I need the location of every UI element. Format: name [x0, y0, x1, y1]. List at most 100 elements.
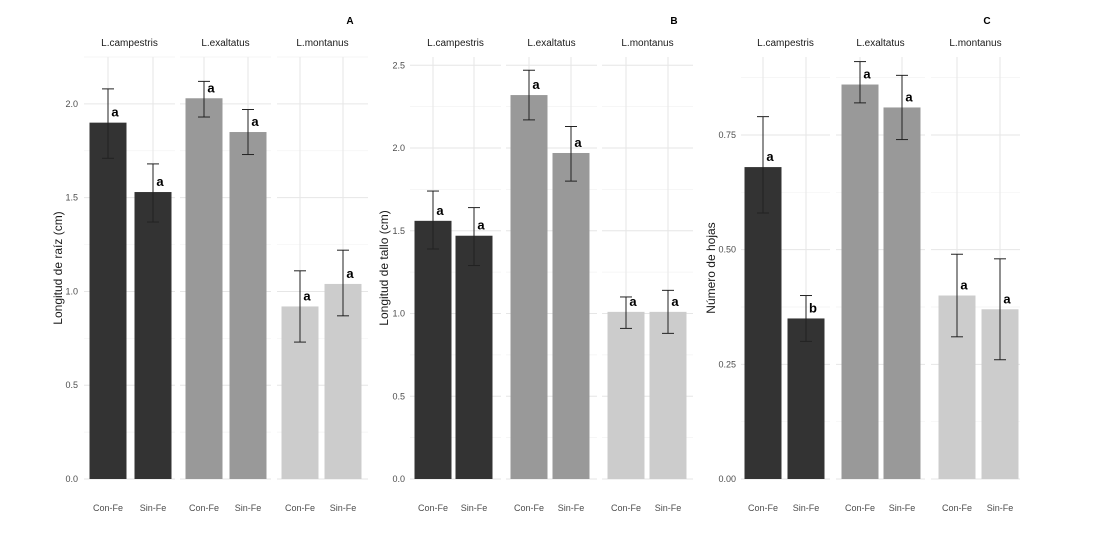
- bar-campestris-Sin-Fe: [455, 235, 493, 479]
- facet-label: L.exaltatus: [201, 38, 249, 49]
- significance-label: a: [477, 218, 485, 233]
- bar-exaltatus-Con-Fe: [510, 95, 548, 479]
- significance-label: a: [156, 174, 164, 189]
- x-tick-label: Sin-Fe: [140, 503, 167, 513]
- y-tick-label: 2.0: [65, 99, 78, 109]
- bar-campestris-Con-Fe: [414, 220, 452, 479]
- x-tick-label: Con-Fe: [93, 503, 123, 513]
- y-tick-label: 1.0: [65, 286, 78, 296]
- error-bar: [757, 116, 769, 214]
- error-bar: [242, 109, 254, 156]
- x-tick-label: Con-Fe: [514, 503, 544, 513]
- y-tick-label: 0.75: [718, 130, 736, 140]
- y-tick-label: 0.25: [718, 359, 736, 369]
- error-bar: [565, 126, 577, 182]
- error-bar: [800, 295, 812, 342]
- facet-label: L.montanus: [621, 38, 673, 49]
- x-tick-label: Con-Fe: [611, 503, 641, 513]
- significance-label: a: [905, 89, 913, 104]
- x-tick-label: Con-Fe: [189, 503, 219, 513]
- bar-campestris-Sin-Fe: [787, 318, 825, 479]
- x-tick-label: Sin-Fe: [987, 503, 1014, 513]
- y-tick-label: 0.5: [65, 380, 78, 390]
- error-bar: [468, 207, 480, 267]
- error-bar: [102, 88, 114, 159]
- y-tick-label: 0.5: [392, 391, 405, 401]
- error-bar: [620, 296, 632, 329]
- y-axis-label: Longitud de tallo (cm): [377, 210, 391, 325]
- significance-label: a: [436, 203, 444, 218]
- panel-letter: A: [346, 16, 353, 27]
- x-tick-label: Sin-Fe: [655, 503, 682, 513]
- x-tick-label: Con-Fe: [285, 503, 315, 513]
- bar-montanus-Con-Fe: [607, 311, 645, 479]
- error-bar: [337, 249, 349, 317]
- y-tick-label: 2.0: [392, 143, 405, 153]
- y-tick-label: 0.50: [718, 245, 736, 255]
- x-tick-label: Con-Fe: [748, 503, 778, 513]
- y-tick-label: 0.0: [392, 474, 405, 484]
- facet-label: L.exaltatus: [527, 38, 575, 49]
- error-bar: [896, 74, 908, 141]
- bar-campestris-Con-Fe: [89, 122, 127, 480]
- error-bar: [662, 289, 674, 334]
- error-bar: [147, 163, 159, 223]
- x-tick-label: Sin-Fe: [461, 503, 488, 513]
- significance-label: a: [863, 67, 871, 82]
- y-tick-label: 0.00: [718, 474, 736, 484]
- y-tick-label: 0.0: [65, 474, 78, 484]
- bar-exaltatus-Sin-Fe: [552, 152, 590, 479]
- x-tick-label: Sin-Fe: [235, 503, 262, 513]
- error-bar: [994, 258, 1006, 361]
- facet-label: L.montanus: [949, 38, 1001, 49]
- bar-exaltatus-Sin-Fe: [883, 107, 921, 480]
- panel-B: B Longitud de tallo (cm) L.campestris L.exa…: [377, 16, 693, 513]
- x-tick-label: Con-Fe: [845, 503, 875, 513]
- bar-montanus-Sin-Fe: [649, 311, 687, 479]
- significance-label: a: [629, 294, 637, 309]
- bar-campestris-Con-Fe: [744, 167, 782, 479]
- facet-label: L.campestris: [757, 38, 814, 49]
- error-bar: [427, 190, 439, 250]
- x-tick-label: Sin-Fe: [330, 503, 357, 513]
- significance-label: a: [303, 288, 311, 303]
- error-bar: [951, 253, 963, 338]
- panel-A: A Longitud de raíz (cm) L.campestris L.exal…: [51, 16, 368, 513]
- x-tick-label: Con-Fe: [942, 503, 972, 513]
- bar-campestris-Sin-Fe: [134, 192, 172, 480]
- significance-label: a: [960, 278, 968, 293]
- facet-label: L.exaltatus: [856, 38, 904, 49]
- bar-exaltatus-Con-Fe: [185, 98, 223, 480]
- significance-label: a: [532, 77, 540, 92]
- panel-letter: C: [983, 16, 990, 27]
- facet-label: L.campestris: [101, 38, 158, 49]
- x-tick-label: Sin-Fe: [793, 503, 820, 513]
- facet-label: L.montanus: [296, 38, 348, 49]
- significance-label: a: [346, 266, 354, 281]
- significance-label: b: [809, 300, 817, 315]
- y-tick-label: 1.5: [392, 226, 405, 236]
- error-bar: [523, 69, 535, 121]
- y-tick-label: 1.0: [392, 309, 405, 319]
- y-tick-label: 1.5: [65, 193, 78, 203]
- panel-letter: B: [670, 16, 677, 27]
- significance-label: a: [207, 80, 215, 95]
- x-tick-label: Sin-Fe: [558, 503, 585, 513]
- significance-label: a: [671, 294, 679, 309]
- significance-label: a: [766, 149, 774, 164]
- bar-exaltatus-Sin-Fe: [229, 132, 267, 479]
- significance-label: a: [574, 135, 582, 150]
- error-bar: [854, 61, 866, 104]
- bar-exaltatus-Con-Fe: [841, 84, 879, 480]
- panel-C: C Número de hojas L.campestris L.exaltatus L…: [704, 16, 1020, 513]
- x-tick-label: Con-Fe: [418, 503, 448, 513]
- bar-montanus-Sin-Fe: [324, 283, 362, 479]
- error-bar: [294, 270, 306, 343]
- significance-label: a: [251, 114, 259, 129]
- x-tick-label: Sin-Fe: [889, 503, 916, 513]
- facet-label: L.campestris: [427, 38, 484, 49]
- significance-label: a: [111, 105, 119, 120]
- y-axis-label: Número de hojas: [704, 222, 718, 313]
- y-axis-label: Longitud de raíz (cm): [51, 211, 65, 324]
